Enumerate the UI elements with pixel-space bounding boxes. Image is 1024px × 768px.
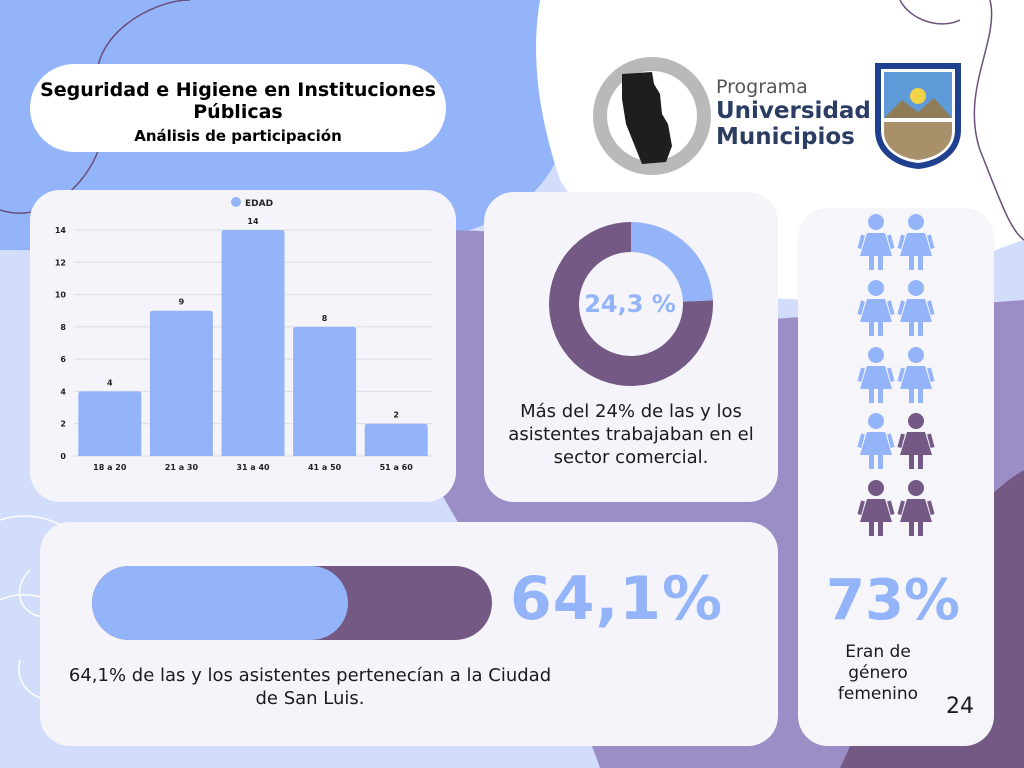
city-caption: 64,1% de las y los asistentes pertenecía… (68, 665, 552, 709)
gender-card: 73% Eran de género femenino (798, 208, 994, 746)
person-icon (897, 480, 935, 536)
x-tick-label: 41 a 50 (308, 463, 342, 472)
y-tick-label: 6 (60, 355, 66, 364)
y-tick-label: 4 (60, 387, 66, 396)
logo-line-3: Municipios (716, 124, 855, 150)
commerce-donut-chart (549, 222, 713, 386)
person-icon (897, 413, 935, 469)
person-icon (897, 347, 935, 403)
bar-value-label: 8 (322, 314, 328, 323)
page-title: Seguridad e Higiene en Instituciones Púb… (40, 79, 436, 123)
x-tick-label: 21 a 30 (165, 463, 199, 472)
person-icon (897, 280, 935, 336)
bar-value-label: 4 (107, 378, 113, 387)
donut-slice-highlight (631, 222, 713, 302)
y-tick-label: 2 (60, 420, 66, 429)
y-tick-label: 0 (60, 452, 66, 461)
city-progress-fill (92, 566, 349, 640)
donut-caption: Más del 24% de las y los asistentes trab… (508, 401, 754, 468)
program-logo-icon (583, 57, 711, 175)
people-pictogram (857, 214, 935, 536)
x-tick-label: 31 a 40 (236, 463, 270, 472)
page-subtitle: Análisis de participación (134, 127, 342, 145)
gender-caption: Eran de género femenino (837, 642, 919, 704)
chart-legend: EDAD (231, 197, 273, 209)
person-icon (857, 214, 895, 270)
bar (364, 423, 428, 456)
y-tick-label: 12 (55, 258, 66, 267)
donut-slice-rest (549, 222, 713, 386)
y-tick-label: 8 (60, 323, 66, 332)
bar (293, 326, 357, 456)
person-icon (857, 347, 895, 403)
y-tick-label: 14 (55, 226, 67, 235)
legend-label: EDAD (245, 199, 273, 209)
person-icon (857, 413, 895, 469)
city-progress-card: 64,1% 64,1% de las y los asistentes pert… (40, 522, 778, 746)
x-tick-label: 18 a 20 (93, 463, 127, 472)
bar-value-label: 2 (393, 411, 399, 420)
donut-percentage: 24,3 % (584, 290, 676, 318)
logo-line-1: Programa (716, 76, 808, 98)
legend-swatch (231, 197, 241, 207)
city-progress-track (92, 566, 492, 640)
gender-percentage: 73% (826, 568, 961, 633)
bar (78, 391, 142, 456)
y-tick-label: 10 (55, 291, 67, 300)
person-icon (857, 280, 895, 336)
bar-value-label: 9 (179, 298, 185, 307)
commerce-donut-card: 24,3 % Más del 24% de las y los asistent… (484, 192, 778, 502)
x-tick-label: 51 a 60 (380, 463, 414, 472)
bar (149, 310, 213, 456)
person-icon (857, 480, 895, 536)
bar-value-label: 14 (247, 217, 259, 226)
title-card: Seguridad e Higiene en Instituciones Púb… (30, 64, 446, 152)
logo-line-2: Universidad y (716, 98, 894, 124)
bar (221, 230, 285, 456)
province-shield-icon (875, 63, 961, 170)
page-number: 24 (946, 694, 974, 719)
program-logo-text: Programa Universidad y Municipios (716, 76, 894, 150)
person-icon (897, 214, 935, 270)
age-bar-chart: EDAD 0 2 4 6 8 10 12 14 4 18 a 20 9 21 a 30 14 31 a 40… (55, 197, 432, 472)
age-chart-card: EDAD 0 2 4 6 8 10 12 14 4 18 a 20 9 21 a 30 14 31 a 40… (30, 190, 456, 502)
city-percentage: 64,1% (510, 564, 724, 634)
